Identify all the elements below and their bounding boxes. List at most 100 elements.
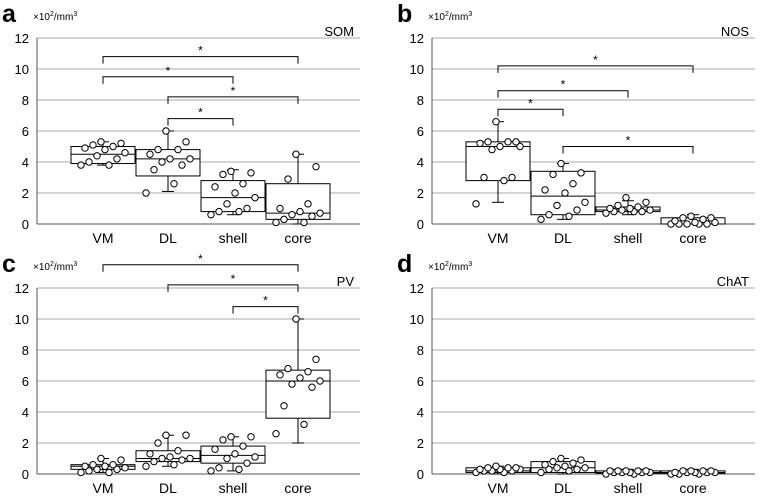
y-unit-tail: /mm bbox=[449, 262, 468, 273]
data-point bbox=[211, 183, 219, 191]
data-point bbox=[117, 456, 125, 464]
y-tick-label: 4 bbox=[417, 155, 424, 170]
data-point bbox=[308, 212, 316, 220]
significance-star: * bbox=[263, 294, 268, 308]
data-point bbox=[292, 315, 300, 323]
data-point bbox=[117, 139, 125, 148]
data-point bbox=[642, 467, 650, 475]
significance-bracket bbox=[167, 96, 299, 104]
data-point bbox=[223, 454, 231, 463]
data-point bbox=[512, 464, 520, 472]
data-point bbox=[174, 145, 182, 154]
data-point bbox=[186, 454, 194, 463]
y-tick-label: 6 bbox=[22, 124, 29, 139]
data-point bbox=[207, 211, 215, 219]
data-point bbox=[182, 138, 190, 146]
panel-letter: c bbox=[2, 250, 16, 278]
y-tick-label: 2 bbox=[22, 186, 29, 201]
data-point bbox=[174, 447, 182, 455]
data-point bbox=[231, 189, 239, 197]
data-point bbox=[235, 465, 243, 474]
data-point bbox=[304, 368, 312, 376]
x-tick-label: VM bbox=[93, 480, 114, 493]
chart-title: NOS bbox=[721, 24, 750, 39]
data-point bbox=[142, 462, 150, 470]
y-unit-base: ×10 bbox=[33, 12, 50, 23]
y-tick-label: 12 bbox=[15, 281, 29, 296]
y-tick-label: 2 bbox=[417, 186, 424, 201]
data-point bbox=[308, 383, 316, 391]
data-point bbox=[634, 203, 642, 211]
y-tick-label: 2 bbox=[417, 436, 424, 451]
data-point bbox=[316, 377, 324, 385]
data-point bbox=[573, 465, 581, 474]
data-point bbox=[280, 402, 288, 410]
y-tick-label: 12 bbox=[410, 31, 424, 46]
data-point bbox=[247, 433, 255, 441]
panel-letter: a bbox=[2, 0, 17, 28]
data-point bbox=[492, 462, 500, 470]
data-point bbox=[484, 464, 492, 472]
data-point bbox=[312, 162, 320, 171]
data-point bbox=[561, 462, 569, 470]
data-point bbox=[626, 204, 634, 213]
data-point bbox=[488, 145, 496, 154]
data-point bbox=[170, 180, 178, 188]
data-point bbox=[219, 170, 227, 179]
data-point bbox=[211, 445, 219, 453]
significance-star: * bbox=[198, 106, 203, 120]
data-point bbox=[683, 220, 691, 228]
data-point bbox=[227, 167, 235, 176]
data-point bbox=[276, 371, 284, 379]
chart-title: PV bbox=[337, 274, 355, 289]
data-point bbox=[215, 464, 223, 472]
y-tick-label: 8 bbox=[22, 93, 29, 108]
y-tick-label: 8 bbox=[22, 343, 29, 358]
data-point bbox=[606, 467, 614, 475]
significance-star: * bbox=[561, 78, 566, 92]
data-point bbox=[182, 431, 190, 439]
data-point bbox=[154, 439, 162, 447]
data-point bbox=[162, 431, 170, 439]
data-point bbox=[606, 204, 614, 213]
x-tick-label: core bbox=[284, 480, 311, 493]
data-point bbox=[500, 176, 508, 185]
chart-title: ChAT bbox=[717, 274, 749, 289]
data-point bbox=[85, 467, 93, 475]
y-tick-label: 12 bbox=[410, 281, 424, 296]
data-point bbox=[687, 212, 695, 220]
chart-title: SOM bbox=[324, 24, 354, 39]
data-point bbox=[77, 468, 85, 477]
significance-star: * bbox=[528, 96, 533, 110]
data-point bbox=[178, 456, 186, 464]
data-point bbox=[231, 450, 239, 458]
y-unit-exponent: 2 bbox=[445, 261, 449, 268]
data-point bbox=[671, 468, 679, 477]
data-point bbox=[516, 142, 524, 151]
significance-star: * bbox=[231, 84, 236, 98]
data-point bbox=[496, 142, 504, 151]
y-unit-exponent-2: 3 bbox=[468, 261, 472, 268]
y-unit-label: ×102/mm3 bbox=[428, 261, 472, 273]
y-tick-label: 10 bbox=[410, 62, 424, 77]
y-tick-label: 6 bbox=[417, 124, 424, 139]
data-point bbox=[243, 204, 251, 213]
data-point bbox=[476, 139, 484, 148]
y-tick-label: 12 bbox=[15, 31, 29, 46]
data-point bbox=[284, 175, 292, 183]
data-point bbox=[569, 180, 577, 188]
data-point bbox=[239, 442, 247, 450]
data-point bbox=[472, 200, 480, 208]
data-point bbox=[105, 161, 113, 169]
significance-bracket bbox=[232, 306, 299, 314]
data-point bbox=[251, 193, 259, 202]
data-point bbox=[296, 374, 304, 382]
data-point bbox=[178, 161, 186, 169]
data-point bbox=[235, 207, 243, 216]
data-point bbox=[646, 206, 654, 214]
y-tick-label: 0 bbox=[22, 217, 29, 232]
y-tick-label: 0 bbox=[22, 467, 29, 482]
